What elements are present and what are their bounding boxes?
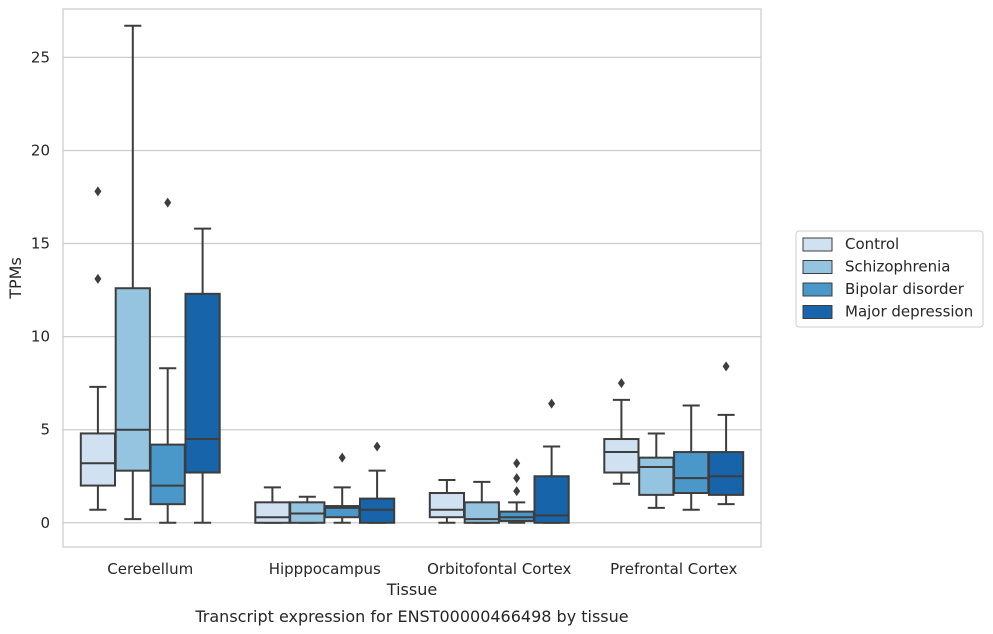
box-iqr <box>79 432 117 487</box>
legend-label: Major depression <box>845 303 973 321</box>
y-tick-label-5: 5 <box>40 421 50 439</box>
figure-caption: Transcript expression for ENST0000046649… <box>194 607 628 626</box>
gridlines <box>63 56 761 524</box>
legend-item-control: Control <box>802 235 899 253</box>
legend-item-bipolar-disorder: Bipolar disorder <box>802 280 965 298</box>
box-prefrontal-cortex-control <box>603 378 640 485</box>
y-tick-label-0: 0 <box>40 514 50 532</box>
y-tick-label-15: 15 <box>31 235 50 253</box>
box-hipppocampus-bipolar-disorder <box>324 452 361 524</box>
x-tick-label-cerebellum: Cerebellum <box>107 560 193 578</box>
box-hipppocampus-control <box>254 486 291 524</box>
box-iqr <box>707 451 745 496</box>
outlier-point <box>513 486 521 497</box>
box-hipppocampus-major-depression <box>358 441 396 524</box>
box-prefrontal-cortex-bipolar-disorder <box>673 404 710 511</box>
y-axis-title: TPMs <box>6 257 25 300</box>
box-iqr <box>603 438 640 474</box>
box-iqr <box>428 492 466 519</box>
outlier-point <box>338 452 346 463</box>
outlier-point <box>513 473 521 484</box>
box-orbitofontal-cortex-bipolar-disorder <box>498 458 535 524</box>
legend-swatch <box>802 282 833 297</box>
legend-swatch <box>802 305 833 319</box>
legend-item-schizophrenia: Schizophrenia <box>802 258 950 276</box>
x-axis-title: Tissue <box>386 580 437 599</box>
box-orbitofontal-cortex-control <box>428 478 466 524</box>
y-tick-label-20: 20 <box>31 141 50 159</box>
legend-swatch <box>802 260 833 274</box>
box-orbitofontal-cortex-schizophrenia <box>463 480 500 524</box>
y-tick-labels: 0 5 10 15 20 25 <box>31 48 50 531</box>
x-tick-label-hipppocampus: Hipppocampus <box>269 560 381 578</box>
box-iqr <box>638 456 675 496</box>
legend-frame <box>795 230 984 328</box>
x-tick-label-prefrontal-cortex: Prefrontal Cortex <box>610 560 737 578</box>
legend-label: Control <box>845 235 899 253</box>
box-iqr <box>673 451 710 495</box>
box-orbitofontal-cortex-major-depression <box>533 398 570 524</box>
y-tick-label-10: 10 <box>31 328 50 346</box>
box-hipppocampus-schizophrenia <box>289 495 326 524</box>
box-prefrontal-cortex-schizophrenia <box>638 432 675 509</box>
box-iqr <box>184 292 221 474</box>
outlier-point <box>722 361 730 372</box>
legend: Control Schizophrenia Bipolar disorder Majo… <box>795 230 984 328</box>
box-iqr <box>149 443 186 506</box>
box-cerebellum-schizophrenia <box>114 24 151 521</box>
boxes <box>79 24 745 524</box>
legend-swatch <box>802 237 833 252</box>
x-tick-labels: Cerebellum Hipppocampus Orbitofontal Corte… <box>107 560 737 578</box>
outlier-point <box>164 197 172 208</box>
box-iqr <box>114 287 151 472</box>
outlier-point <box>617 378 625 389</box>
outlier-point <box>373 441 381 452</box>
box-prefrontal-cortex-major-depression <box>707 361 745 506</box>
box-cerebellum-control <box>79 186 117 511</box>
plot-area-frame <box>62 8 762 548</box>
legend-label: Bipolar disorder <box>845 280 965 298</box>
legend-label: Schizophrenia <box>845 258 950 276</box>
box-cerebellum-major-depression <box>184 227 221 524</box>
outlier-point <box>513 458 521 469</box>
box-iqr <box>254 501 291 524</box>
legend-item-major-depression: Major depression <box>802 303 973 321</box>
y-tick-label-25: 25 <box>31 48 50 66</box>
box-cerebellum-bipolar-disorder <box>149 197 186 524</box>
outlier-point <box>548 398 556 409</box>
x-tick-label-orbitofontal-cortex: Orbitofontal Cortex <box>427 560 571 578</box>
outlier-point <box>94 273 102 284</box>
outlier-point <box>94 186 102 197</box>
